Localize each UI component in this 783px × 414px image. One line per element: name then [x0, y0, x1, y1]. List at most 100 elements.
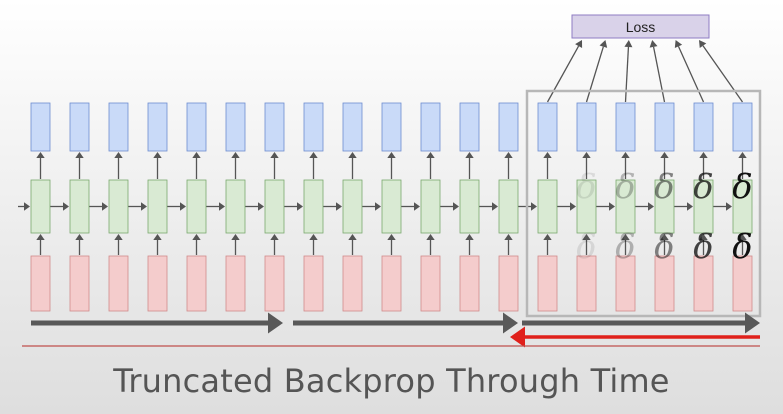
delta-hidden-gradient: δ: [693, 167, 713, 207]
input-to-hidden-arrowhead: [153, 234, 162, 240]
hidden-to-output-arrowhead: [426, 152, 435, 158]
output-to-loss-arrowhead: [624, 40, 633, 48]
hidden-to-output-arrowhead: [387, 152, 396, 158]
recurrent-arrowhead: [336, 202, 342, 211]
input-to-hidden-arrowhead: [348, 234, 357, 240]
hidden-cell: [693, 179, 714, 234]
output-cell: [654, 102, 675, 152]
input-cell: [576, 255, 597, 312]
hidden-to-output-arrowhead: [36, 152, 45, 158]
recurrent-arrowhead: [297, 202, 303, 211]
input-to-hidden-arrowhead: [114, 234, 123, 240]
recurrent-arrowhead: [258, 202, 264, 211]
input-to-hidden-arrowhead: [270, 234, 279, 240]
input-to-hidden-arrowhead: [75, 234, 84, 240]
hidden-cell: [498, 179, 519, 234]
hidden-cell: [225, 179, 246, 234]
input-to-hidden-arrowhead: [621, 234, 630, 240]
input-to-hidden-arrowhead: [231, 234, 240, 240]
forward-pass-arrowhead: [503, 312, 518, 334]
recurrent-arrowhead: [63, 202, 69, 211]
delta-input-gradient: δ: [576, 227, 596, 267]
input-cell: [147, 255, 168, 312]
hidden-to-output-arrowhead: [114, 152, 123, 158]
delta-hidden-gradient: δ: [576, 167, 596, 207]
output-to-loss-arrowhead: [575, 40, 583, 49]
hidden-cell: [108, 179, 129, 234]
hidden-cell: [615, 179, 636, 234]
output-to-loss-arrowhead: [674, 40, 683, 49]
hidden-to-output-arrowhead: [309, 152, 318, 158]
hidden-to-output-arrowhead: [504, 152, 513, 158]
output-cell: [576, 102, 597, 152]
hidden-cell: [732, 179, 753, 234]
input-to-hidden-arrowhead: [426, 234, 435, 240]
recurrent-arrowhead: [141, 202, 147, 211]
input-cell: [108, 255, 129, 312]
output-cell: [147, 102, 168, 152]
hidden-cell: [342, 179, 363, 234]
delta-input-gradient: δ: [693, 227, 713, 267]
input-cell: [693, 255, 714, 312]
output-cell: [303, 102, 324, 152]
input-to-hidden-arrowhead: [465, 234, 474, 240]
input-to-hidden-arrowhead: [192, 234, 201, 240]
input-to-hidden-arrowhead: [387, 234, 396, 240]
output-cell: [459, 102, 480, 152]
hidden-cell: [537, 179, 558, 234]
forward-pass-arrowhead: [745, 312, 760, 334]
hidden-to-output-arrowhead: [231, 152, 240, 158]
output-cell: [264, 102, 285, 152]
hidden-to-output-arrowhead: [738, 152, 747, 158]
input-cell: [537, 255, 558, 312]
hidden-to-output-arrowhead: [621, 152, 630, 158]
input-to-hidden-arrowhead: [660, 234, 669, 240]
delta-input-gradient: δ: [654, 227, 674, 267]
output-cell: [537, 102, 558, 152]
input-cell: [303, 255, 324, 312]
connectors: [18, 40, 747, 255]
output-to-loss-arrow: [585, 46, 604, 103]
hidden-to-output-arrowhead: [660, 152, 669, 158]
input-to-hidden-arrowhead: [582, 234, 591, 240]
input-to-hidden-arrowhead: [738, 234, 747, 240]
hidden-cell: [303, 179, 324, 234]
input-to-hidden-arrowhead: [36, 234, 45, 240]
input-to-hidden-arrowhead: [543, 234, 552, 240]
input-cell: [225, 255, 246, 312]
input-to-hidden-arrowhead: [309, 234, 318, 240]
timestep-cells: [30, 102, 753, 312]
initial-state-arrowhead: [24, 202, 30, 211]
hidden-to-output-arrowhead: [153, 152, 162, 158]
input-to-hidden-arrowhead: [699, 234, 708, 240]
truncation-window: [525, 89, 762, 318]
input-cell: [654, 255, 675, 312]
output-cell: [186, 102, 207, 152]
output-cell: [69, 102, 90, 152]
hidden-cell: [30, 179, 51, 234]
recurrent-arrowhead: [180, 202, 186, 211]
input-cell: [732, 255, 753, 312]
recurrent-arrowhead: [570, 202, 576, 211]
forward-pass-arrowhead: [268, 312, 283, 334]
recurrent-arrowhead: [726, 202, 732, 211]
input-cell: [459, 255, 480, 312]
input-cell: [69, 255, 90, 312]
hidden-cell: [69, 179, 90, 234]
output-cell: [693, 102, 714, 152]
delta-input-gradient: δ: [732, 227, 752, 267]
input-cell: [498, 255, 519, 312]
output-to-loss-arrow: [652, 46, 666, 103]
output-cell: [498, 102, 519, 152]
delta-hidden-gradient: δ: [732, 167, 752, 207]
output-cell: [342, 102, 363, 152]
delta-hidden-gradient: δ: [654, 167, 674, 207]
output-to-loss-arrowhead: [599, 40, 608, 48]
hidden-cell: [186, 179, 207, 234]
hidden-to-output-arrowhead: [75, 152, 84, 158]
recurrent-arrowhead: [453, 202, 459, 211]
input-to-hidden-arrowhead: [504, 234, 513, 240]
input-cell: [264, 255, 285, 312]
